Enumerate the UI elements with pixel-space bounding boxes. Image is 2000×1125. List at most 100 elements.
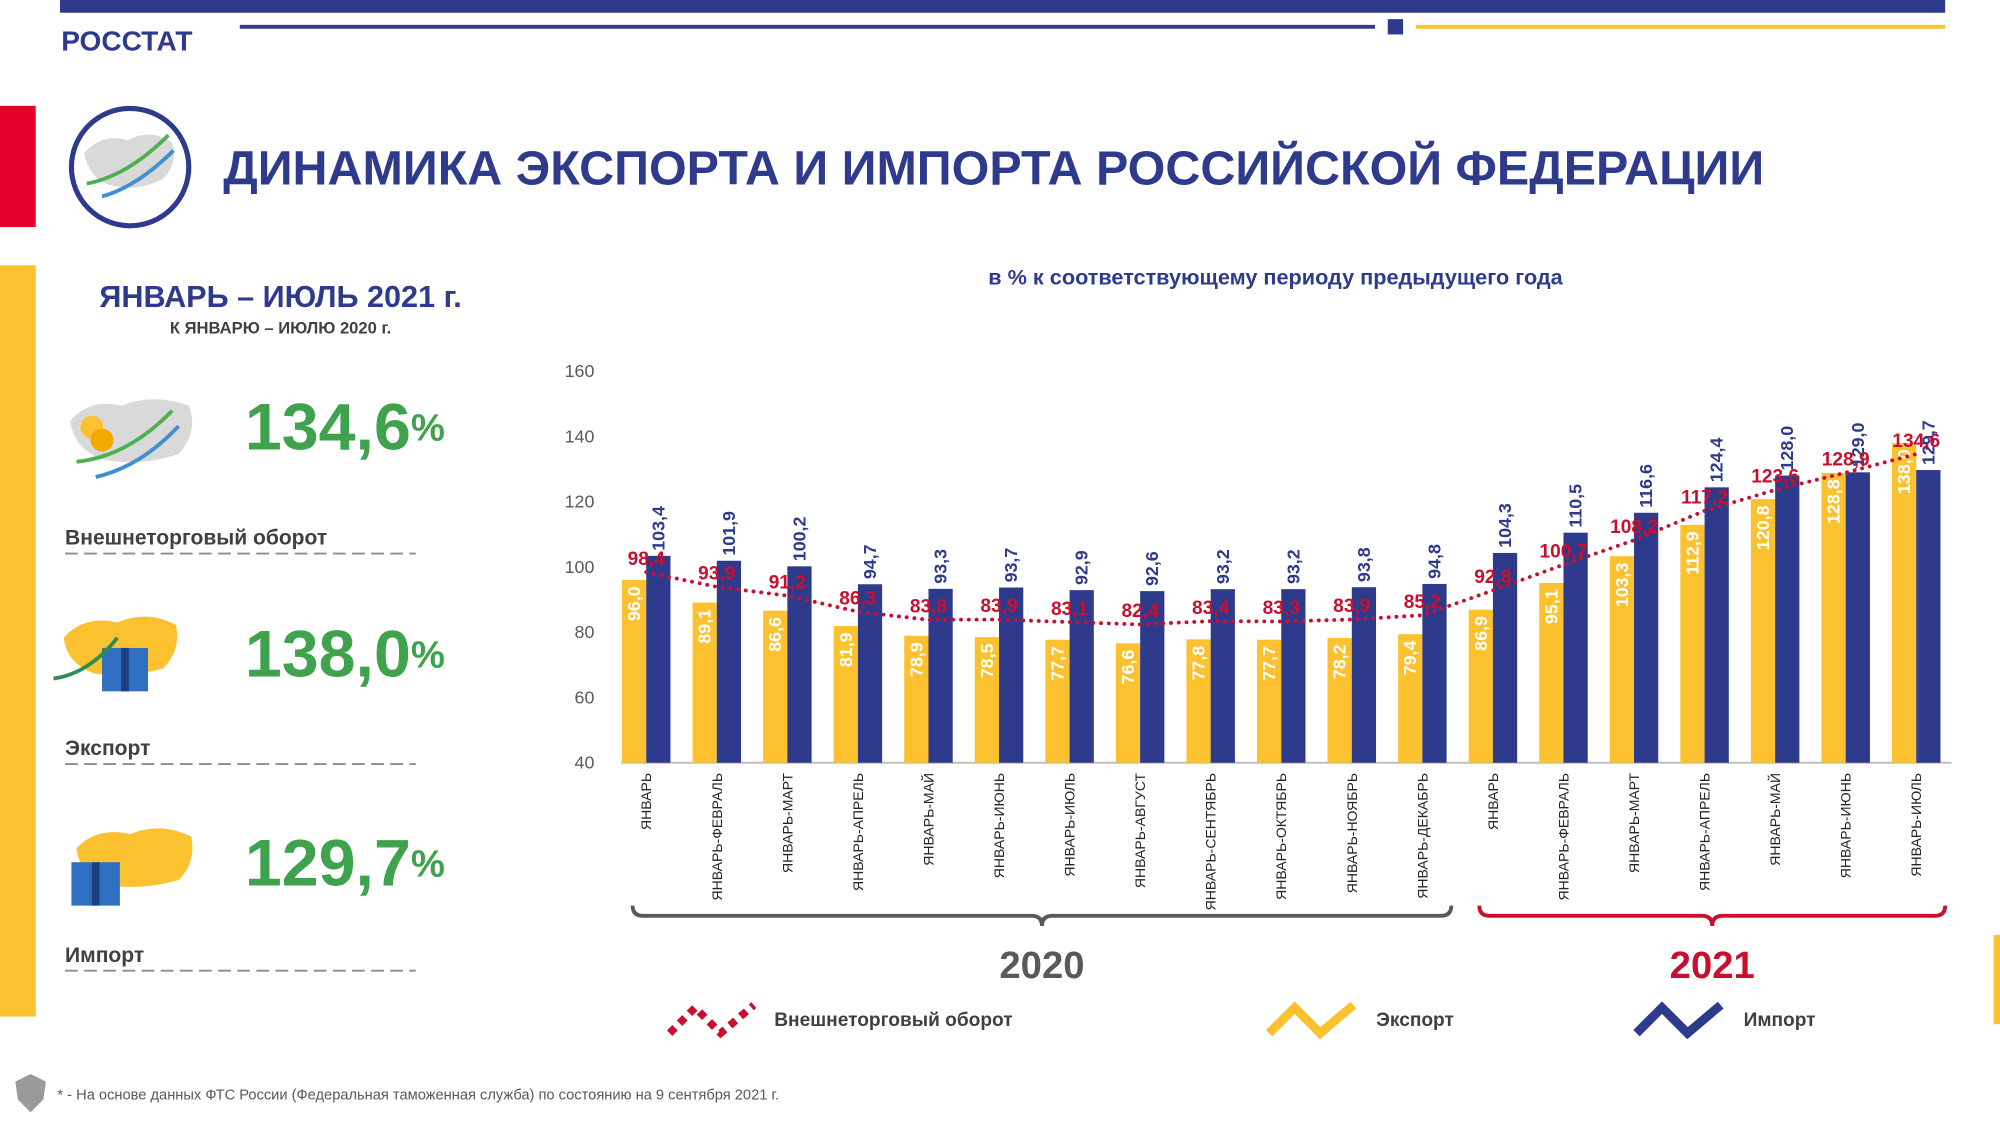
bar	[1210, 589, 1235, 763]
bar	[928, 588, 953, 763]
kpi-icon	[70, 399, 193, 479]
line-value-label: 83,3	[1263, 598, 1300, 619]
y-tick-label: 40	[575, 753, 595, 773]
kpi-label: Внешнеторговый оборот	[65, 527, 327, 550]
trend-line	[644, 452, 1919, 627]
bar-value-label: 89,1	[695, 609, 715, 644]
kpi-number: 138,0	[245, 617, 411, 691]
kpi-label: Экспорт	[65, 737, 150, 760]
x-tick-label: ЯНВАРЬ-ДЕКАБРЬ	[1414, 773, 1430, 899]
emblem	[15, 1073, 46, 1113]
line-value-label: 92,8	[1474, 567, 1512, 588]
bar	[716, 560, 742, 763]
kpi-value: 129,7%	[245, 827, 445, 901]
bar	[1750, 499, 1776, 763]
bar	[1257, 639, 1282, 763]
bar-value-label: 104,3	[1495, 503, 1515, 548]
bar-value-label: 93,3	[931, 549, 951, 584]
bar	[1468, 609, 1493, 763]
line-value-label: 83,1	[1051, 599, 1089, 620]
bar	[1186, 639, 1211, 763]
bar-value-label: 92,9	[1072, 550, 1092, 585]
bar-value-label: 77,8	[1189, 646, 1209, 681]
kpi-icon	[53, 616, 178, 692]
bar	[1115, 643, 1141, 763]
line-value-label: 86,3	[839, 588, 876, 609]
line-value-label: 82,4	[1122, 601, 1160, 622]
line-value-label: 85,2	[1404, 592, 1441, 613]
bar-value-label: 96,0	[624, 586, 644, 621]
legend-swatch	[1633, 1001, 1724, 1040]
bar-value-label: 128,8	[1824, 479, 1844, 524]
x-tick-label: ЯНВАРЬ-ИЮНЬ	[991, 773, 1007, 878]
bar-value-label: 93,7	[1001, 548, 1021, 583]
bar	[1916, 470, 1941, 763]
line-value-label: 98,4	[628, 549, 666, 570]
bar	[1492, 552, 1518, 763]
bar	[974, 637, 1000, 763]
bar-value-label: 112,9	[1682, 531, 1702, 575]
x-tick-label: ЯНВАРЬ	[1485, 773, 1501, 830]
legend-label: Внешнеторговый оборот	[774, 1010, 1012, 1031]
x-tick-label: ЯНВАРЬ	[638, 773, 654, 830]
red-accent	[0, 105, 36, 228]
bar	[1351, 587, 1377, 763]
group-brace	[630, 905, 1454, 927]
bar	[1775, 475, 1800, 763]
chart-subtitle: в % к соответствующему периоду предыдуще…	[988, 264, 1563, 289]
line-value-label: 83,4	[1192, 598, 1230, 619]
bar-value-label: 86,9	[1471, 616, 1491, 651]
bar	[1680, 524, 1705, 763]
y-tick-label: 80	[575, 622, 595, 642]
bar	[904, 635, 929, 763]
bar	[622, 580, 647, 763]
x-tick-label: ЯНВАРЬ-ИЮЛЬ	[1062, 773, 1078, 877]
x-tick-label: ЯНВАРЬ-ФЕВРАЛЬ	[1555, 773, 1571, 901]
bar	[1069, 590, 1094, 763]
y-tick-label: 100	[565, 557, 595, 577]
bar	[1327, 638, 1352, 763]
kpi-unit: %	[411, 842, 445, 885]
kpi-label: Импорт	[65, 944, 144, 967]
line-value-label: 83,9	[980, 596, 1017, 617]
legend-swatch	[666, 1002, 757, 1039]
bar-value-label: 101,9	[719, 511, 739, 556]
line-value-label: 134,6	[1892, 431, 1940, 452]
bar-value-label: 76,6	[1118, 650, 1138, 685]
bar	[1539, 582, 1564, 763]
x-tick-label: ЯНВАРЬ-МАЙ	[1766, 773, 1783, 866]
group-label: 2021	[1670, 944, 1755, 987]
y-tick-label: 140	[565, 426, 595, 446]
bar	[1609, 556, 1635, 763]
line-value-label: 93,9	[698, 564, 735, 585]
legend-label: Экспорт	[1376, 1010, 1454, 1031]
x-tick-label: ЯНВАРЬ-СЕНТЯБРЬ	[1203, 773, 1219, 910]
x-tick-label: ЯНВАРЬ-АПРЕЛЬ	[1697, 773, 1713, 891]
bar-value-label: 110,5	[1566, 484, 1586, 528]
footnote: * - На основе данных ФТС России (Федерал…	[57, 1088, 779, 1104]
x-tick-label: ЯНВАРЬ-МАРТ	[779, 773, 795, 873]
bar-value-label: 103,3	[1612, 563, 1632, 608]
x-tick-label: ЯНВАРЬ-ФЕВРАЛЬ	[709, 773, 725, 901]
top-bar	[59, 0, 1946, 13]
bar	[692, 602, 717, 763]
yellow-accent	[0, 265, 36, 1017]
bar-value-label: 129,0	[1848, 423, 1868, 468]
y-tick-label: 60	[575, 687, 595, 707]
legend-swatch	[1265, 1001, 1357, 1040]
bar	[1281, 589, 1306, 763]
x-tick-label: ЯНВАРЬ-АВГУСТ	[1132, 773, 1148, 889]
bar	[1892, 442, 1917, 763]
line-value-label: 100,7	[1540, 541, 1588, 562]
bar-value-label: 78,2	[1330, 644, 1350, 679]
group-brace	[1477, 905, 1948, 927]
kpi-unit: %	[411, 406, 445, 449]
bar-value-label: 124,4	[1707, 438, 1727, 483]
bar-value-label: 128,0	[1777, 426, 1797, 471]
bar	[999, 587, 1024, 763]
yellow-accent-right	[1993, 934, 2000, 1025]
bar	[1398, 634, 1423, 763]
summary-title: ЯНВАРЬ – ИЮЛЬ 2021 г.	[99, 280, 461, 314]
bar-value-label: 78,5	[977, 643, 997, 678]
page-title: ДИНАМИКА ЭКСПОРТА И ИМПОРТА РОССИЙСКОЙ Ф…	[223, 140, 1764, 195]
